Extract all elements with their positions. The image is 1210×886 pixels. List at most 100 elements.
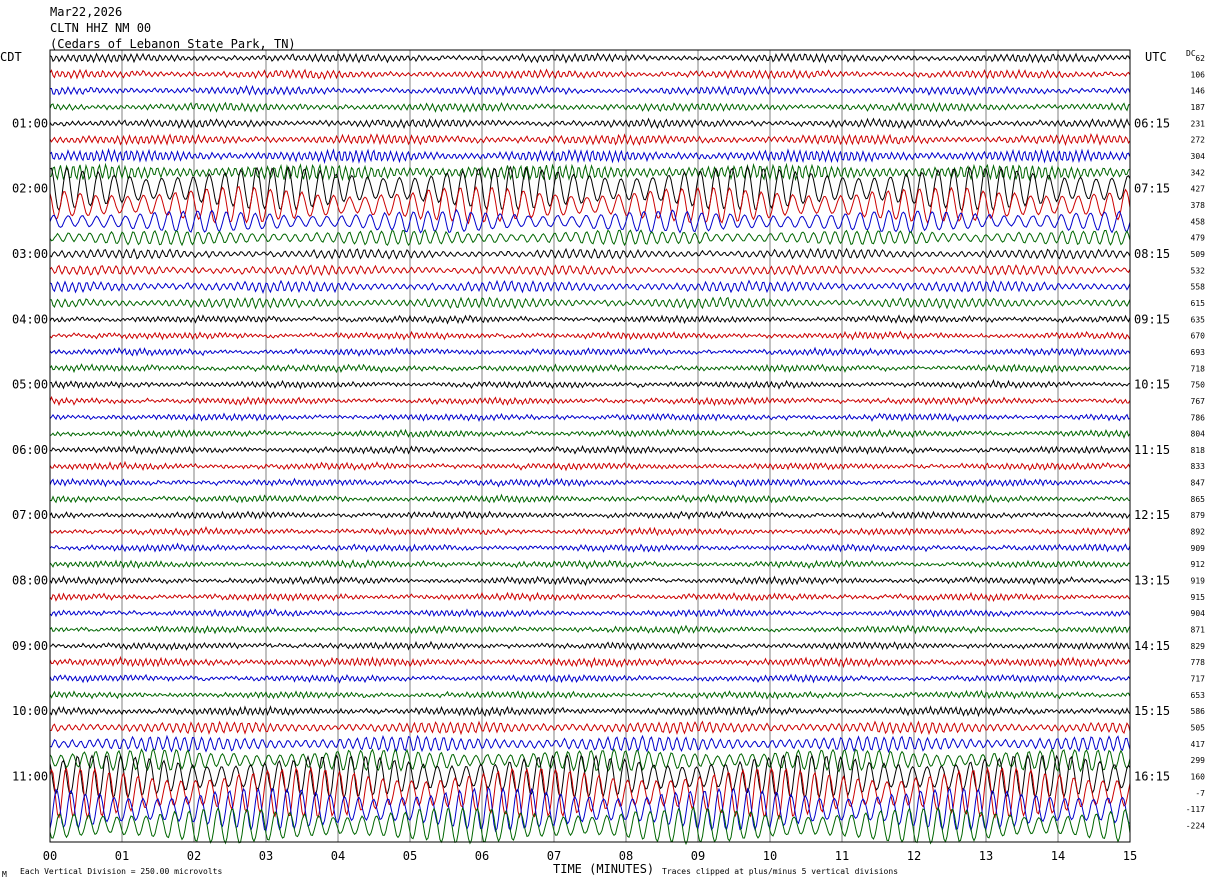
trace-line xyxy=(49,591,1131,602)
trace-line xyxy=(49,705,1131,718)
trace-line xyxy=(49,314,1131,325)
plot-frame xyxy=(49,49,1131,843)
dc-offset-label: 427 xyxy=(1191,185,1206,194)
trace-line xyxy=(49,395,1131,407)
trace-line xyxy=(49,208,1131,234)
x-tick-label: 14 xyxy=(1051,849,1065,863)
right-timezone-label: UTC xyxy=(1145,50,1167,64)
dc-offset-label: 829 xyxy=(1191,642,1206,651)
dc-offset-label: 879 xyxy=(1191,511,1206,520)
trace-line xyxy=(49,165,1131,212)
x-tick-label: 08 xyxy=(619,849,633,863)
trace-line xyxy=(49,296,1131,310)
dc-offset-label: 187 xyxy=(1191,103,1206,112)
dc-offset-label: 833 xyxy=(1191,462,1206,471)
trace-line xyxy=(49,754,1131,800)
left-time-label: 10:00 xyxy=(12,704,48,718)
dc-offset-label: 653 xyxy=(1191,691,1206,700)
trace-line xyxy=(49,264,1131,277)
dc-offset-label: 915 xyxy=(1191,593,1206,602)
trace-line xyxy=(49,117,1131,130)
dc-offset-label: 272 xyxy=(1191,136,1206,145)
seismic-traces xyxy=(49,52,1131,846)
trace-line xyxy=(49,493,1131,504)
trace-line xyxy=(49,787,1131,833)
left-time-label: 05:00 xyxy=(12,378,48,392)
trace-line xyxy=(49,640,1131,651)
dc-header-label: DC xyxy=(1186,49,1196,58)
x-tick-label: 15 xyxy=(1123,849,1137,863)
trace-line xyxy=(49,162,1131,182)
dc-offset-label: 417 xyxy=(1191,740,1206,749)
right-time-label: 12:15 xyxy=(1134,508,1170,522)
x-tick-label: 03 xyxy=(259,849,273,863)
dc-offset-label: 615 xyxy=(1191,299,1206,308)
trace-line xyxy=(49,330,1131,341)
trace-line xyxy=(49,510,1131,520)
x-tick-label: 12 xyxy=(907,849,921,863)
left-time-label: 02:00 xyxy=(12,182,48,196)
right-time-label: 13:15 xyxy=(1134,574,1170,588)
scale-note: Each Vertical Division = 250.00 microvol… xyxy=(20,867,222,876)
location-label: (Cedars of Lebanon State Park, TN) xyxy=(50,37,296,51)
dc-offset-label: 532 xyxy=(1191,266,1206,275)
trace-line xyxy=(49,559,1131,570)
trace-line xyxy=(49,412,1131,423)
x-tick-label: 01 xyxy=(115,849,129,863)
trace-line xyxy=(49,132,1131,147)
right-time-label: 14:15 xyxy=(1134,639,1170,653)
dc-offset-label: 160 xyxy=(1191,773,1206,782)
clip-note: Traces clipped at plus/minus 5 vertical … xyxy=(662,867,898,876)
left-time-label: 04:00 xyxy=(12,312,48,326)
dc-offset-label: 847 xyxy=(1191,479,1206,488)
trace-line xyxy=(49,68,1131,81)
dc-offset-label: 919 xyxy=(1191,577,1206,586)
trace-line xyxy=(49,228,1131,247)
dc-offset-label: 479 xyxy=(1191,234,1206,243)
trace-line xyxy=(49,689,1131,700)
right-time-label: 11:15 xyxy=(1134,443,1170,457)
x-tick-label: 06 xyxy=(475,849,489,863)
x-tick-label: 07 xyxy=(547,849,561,863)
right-time-label: 08:15 xyxy=(1134,247,1170,261)
dc-offset-label: 804 xyxy=(1191,430,1206,439)
dc-offset-label: 558 xyxy=(1191,283,1206,292)
trace-line xyxy=(49,84,1131,97)
dc-offset-label: 146 xyxy=(1191,87,1206,96)
trace-line xyxy=(49,247,1131,260)
right-time-label: 15:15 xyxy=(1134,704,1170,718)
dc-offset-label: 378 xyxy=(1191,201,1206,210)
trace-line xyxy=(49,525,1131,537)
trace-line xyxy=(49,477,1131,488)
trace-line xyxy=(49,444,1131,455)
date-label: Mar22,2026 xyxy=(50,5,123,19)
dc-offset-label: 750 xyxy=(1191,381,1206,390)
right-time-label: 09:15 xyxy=(1134,312,1170,326)
trace-line xyxy=(49,379,1131,390)
trace-line xyxy=(49,101,1131,114)
trace-line xyxy=(49,147,1131,165)
dc-offset-label: 717 xyxy=(1191,675,1206,684)
dc-offset-label: 299 xyxy=(1191,756,1206,765)
x-tick-label: 05 xyxy=(403,849,417,863)
dc-offset-label: 106 xyxy=(1191,70,1206,79)
trace-line xyxy=(49,52,1131,64)
dc-offset-label: 458 xyxy=(1191,217,1206,226)
x-tick-label: 13 xyxy=(979,849,993,863)
trace-line xyxy=(49,185,1131,225)
dc-offset-label: 892 xyxy=(1191,528,1206,537)
dc-offset-label: 871 xyxy=(1191,626,1206,635)
dc-offset-label: -117 xyxy=(1186,805,1205,814)
right-time-label: 07:15 xyxy=(1134,182,1170,196)
dc-offset-label: 693 xyxy=(1191,348,1206,357)
dc-offset-label: 767 xyxy=(1191,397,1206,406)
dc-offset-label: 865 xyxy=(1191,495,1206,504)
header: Mar22,2026 CLTN HHZ NM 00 (Cedars of Leban… xyxy=(50,4,296,52)
trace-line xyxy=(49,624,1131,635)
left-time-label: 01:00 xyxy=(12,116,48,130)
x-tick-label: 04 xyxy=(331,849,345,863)
trace-line xyxy=(49,542,1131,553)
trace-line xyxy=(49,747,1131,773)
right-time-label: 06:15 xyxy=(1134,116,1170,130)
dc-offset-label: 904 xyxy=(1191,609,1206,618)
